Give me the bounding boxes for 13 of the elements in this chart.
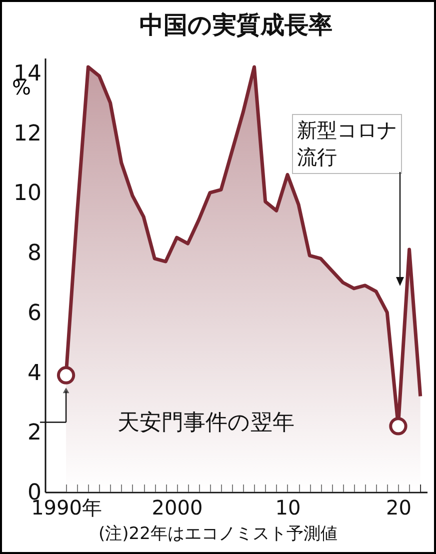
annotation: 新型コロナ流行 [292,114,402,174]
y-tick-label: 12 [14,121,42,146]
chart-title: 中国の実質成長率 [140,11,332,39]
y-tick-label: 10 [14,181,42,206]
y-tick-label: 2 [28,420,42,446]
y-tick-label: 6 [28,300,42,326]
y-tick-label: 4 [28,360,42,386]
text: (注)22年はエコノミスト予測値 [98,523,338,545]
y-tick-label: 8 [28,241,42,266]
x-tick-label: 20 [386,496,412,520]
annotation: 天安門事件の翌年 [118,410,295,436]
x-tick-label: 10 [275,496,301,520]
x-tick-label: 2000 [152,496,203,520]
